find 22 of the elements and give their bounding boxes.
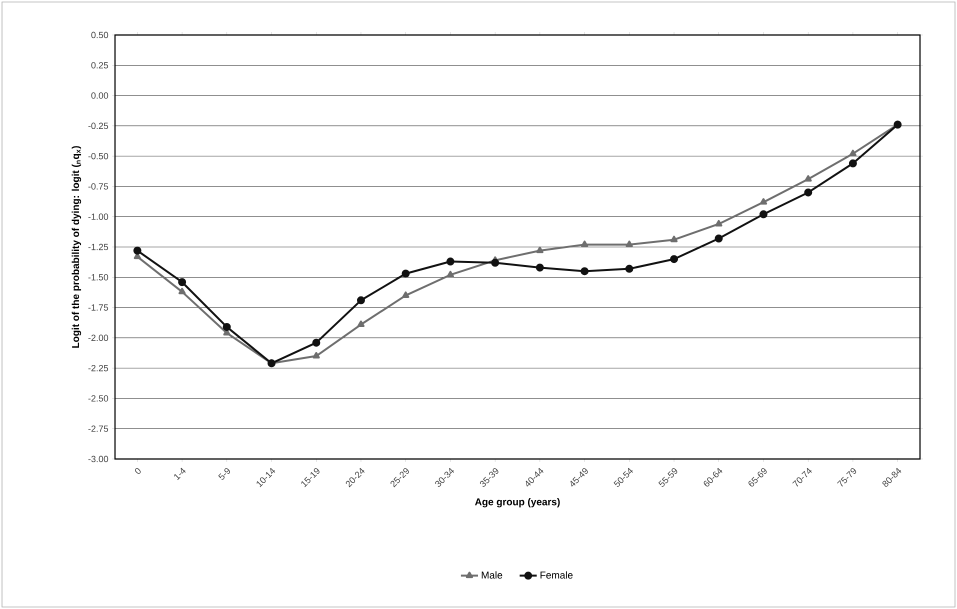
y-tick-label: -1.25	[88, 244, 108, 250]
y-tick-label: -0.50	[88, 152, 108, 160]
y-tick-label: -1.75	[88, 304, 108, 311]
y-tick-label: 0.25	[91, 62, 108, 68]
y-tick-label: -2.75	[88, 426, 108, 432]
legend-label: Male	[482, 571, 502, 579]
x-axis-title: Age group (years)	[474, 498, 560, 508]
x-tick-label: 0	[134, 468, 141, 474]
y-tick-label: -2.25	[88, 364, 108, 372]
y-tick-label: -0.25	[88, 122, 108, 130]
y-tick-label: -2.00	[88, 334, 108, 342]
y-tick-label: -1.00	[88, 214, 108, 220]
y-tick-label: -3.00	[88, 456, 108, 462]
x-tick-label: 1-4	[174, 468, 186, 480]
y-tick-label: -0.75	[88, 183, 108, 190]
y-axis-title: Logit of the probability of dying: logit ($_{n}$q$_{x}$)	[72, 146, 82, 348]
legend-label: Female	[540, 571, 573, 579]
y-tick-label: 0.00	[91, 92, 108, 99]
y-tick-label: -1.50	[88, 274, 108, 280]
x-tick-label: 5-9	[218, 468, 230, 480]
y-tick-label: 0.50	[91, 32, 108, 38]
y-tick-label: -2.50	[88, 395, 108, 402]
